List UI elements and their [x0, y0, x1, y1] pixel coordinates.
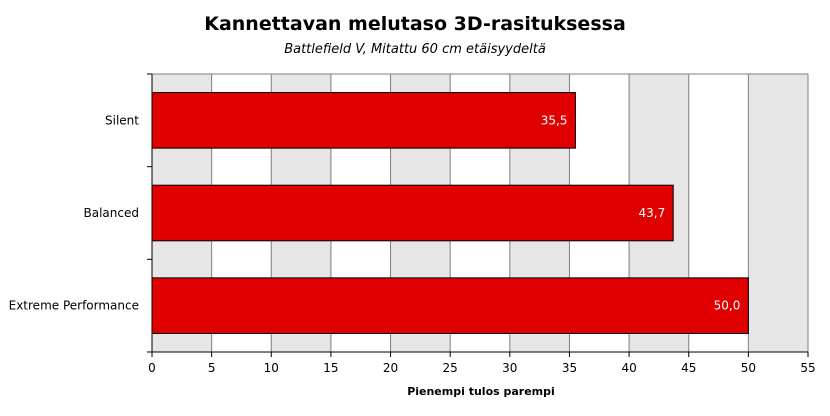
category-label: Balanced	[84, 206, 139, 220]
plot-band	[748, 74, 808, 352]
data-label: 43,7	[639, 206, 666, 220]
x-tick-label: 30	[502, 361, 517, 375]
x-tick-label: 40	[621, 361, 636, 375]
x-tick-label: 35	[562, 361, 577, 375]
chart-title: Kannettavan melutaso 3D-rasituksessa	[204, 13, 626, 35]
data-label: 50,0	[714, 299, 741, 313]
x-tick-label: 10	[264, 361, 279, 375]
x-tick-label: 0	[148, 361, 156, 375]
category-label: Extreme Performance	[9, 299, 139, 313]
category-label: Silent	[105, 113, 139, 127]
plot-area: 0 5 10 15 20 25 30 35 40 45 50 55 35,5 Silent 43,7 Bala…	[9, 73, 816, 375]
x-tick-label: 25	[443, 361, 458, 375]
x-tick-label: 50	[741, 361, 756, 375]
x-tick-label: 20	[383, 361, 398, 375]
bar	[151, 92, 576, 149]
bar	[151, 277, 749, 334]
x-axis-label: Pienempi tulos parempi	[407, 385, 555, 398]
bar	[151, 184, 674, 242]
x-tick-label: 55	[800, 361, 815, 375]
chart-subtitle: Battlefield V, Mitattu 60 cm etäisyydelt…	[284, 42, 546, 57]
x-tick-label: 15	[323, 361, 338, 375]
x-tick-label: 5	[208, 361, 216, 375]
data-label: 35,5	[541, 113, 568, 127]
x-tick-label: 45	[681, 361, 696, 375]
